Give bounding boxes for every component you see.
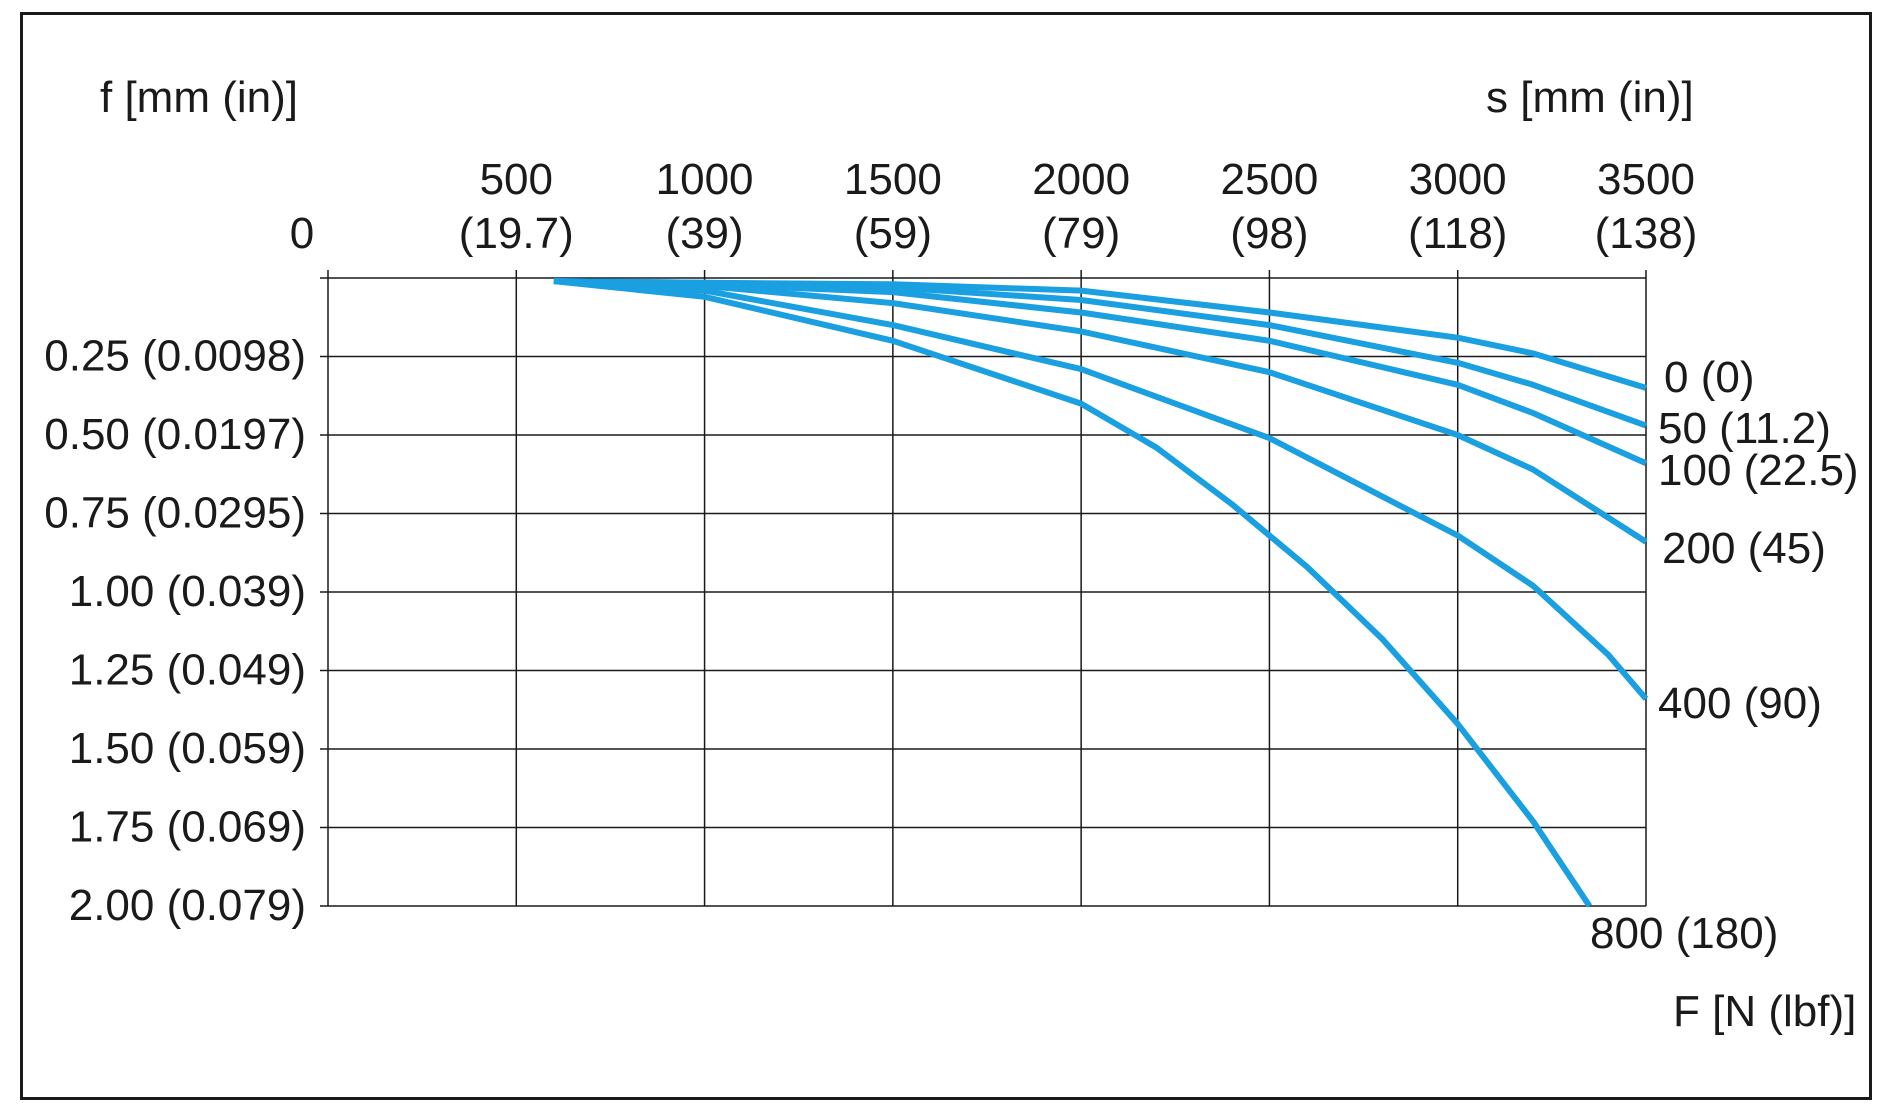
x-tick-sublabel: (59) <box>854 209 932 258</box>
series-label: 0 (0) <box>1664 353 1754 402</box>
y-tick-label: 1.25 (0.049) <box>69 646 306 695</box>
x-tick-labels: 0 500 (19.7) 1000 (39) 1500 (59) 2000 (79) 2500 (9… <box>290 155 1698 258</box>
series-label: 400 (90) <box>1658 679 1822 728</box>
x-tick-label: 3500 <box>1597 155 1695 204</box>
chart-frame <box>20 12 1872 1100</box>
y-tick-label: 0.25 (0.0098) <box>44 332 306 381</box>
x-tick-label: 2500 <box>1220 155 1318 204</box>
x-tick-label: 1500 <box>844 155 942 204</box>
x-tick-sublabel: (19.7) <box>459 209 574 258</box>
grid <box>320 270 1647 907</box>
x-tick-label: 3000 <box>1409 155 1507 204</box>
x-tick-label: 0 <box>290 209 314 258</box>
y-tick-label: 1.00 (0.039) <box>69 567 306 616</box>
series-label: 100 (22.5) <box>1658 446 1859 495</box>
series-label: 200 (45) <box>1662 524 1826 573</box>
y-tick-label: 0.75 (0.0295) <box>44 489 306 538</box>
x-tick-sublabel: (98) <box>1230 209 1308 258</box>
series-axis-label: F [N (lbf)] <box>1673 987 1856 1036</box>
series-line <box>553 278 1592 908</box>
series-label: 800 (180) <box>1590 909 1778 958</box>
series-labels: 0 (0)50 (11.2)100 (22.5) 200 (45) 400 (90)… <box>1590 353 1859 958</box>
x-tick-sublabel: (138) <box>1595 209 1698 258</box>
y-tick-label: 0.50 (0.0197) <box>44 410 306 459</box>
y-tick-label: 1.75 (0.069) <box>69 803 306 852</box>
x-tick-sublabel: (39) <box>665 209 743 258</box>
y-tick-label: 1.50 (0.059) <box>69 724 306 773</box>
series-line <box>553 278 1648 545</box>
curves <box>553 278 1649 908</box>
y-axis-label: f [mm (in)] <box>100 73 298 122</box>
x-tick-label: 2000 <box>1032 155 1130 204</box>
y-tick-label: 2.00 (0.079) <box>69 881 306 930</box>
y-tick-labels: 0.25 (0.0098) 0.50 (0.0197) 0.75 (0.0295) 1… <box>44 332 306 931</box>
x-tick-label: 1000 <box>656 155 754 204</box>
series-line <box>553 278 1649 701</box>
series-line <box>553 278 1648 467</box>
x-tick-label: 500 <box>480 155 553 204</box>
x-tick-sublabel: (118) <box>1408 209 1507 258</box>
x-axis-label: s [mm (in)] <box>1486 73 1694 122</box>
series-label: 50 (11.2) <box>1658 404 1831 453</box>
x-tick-sublabel: (79) <box>1042 209 1120 258</box>
